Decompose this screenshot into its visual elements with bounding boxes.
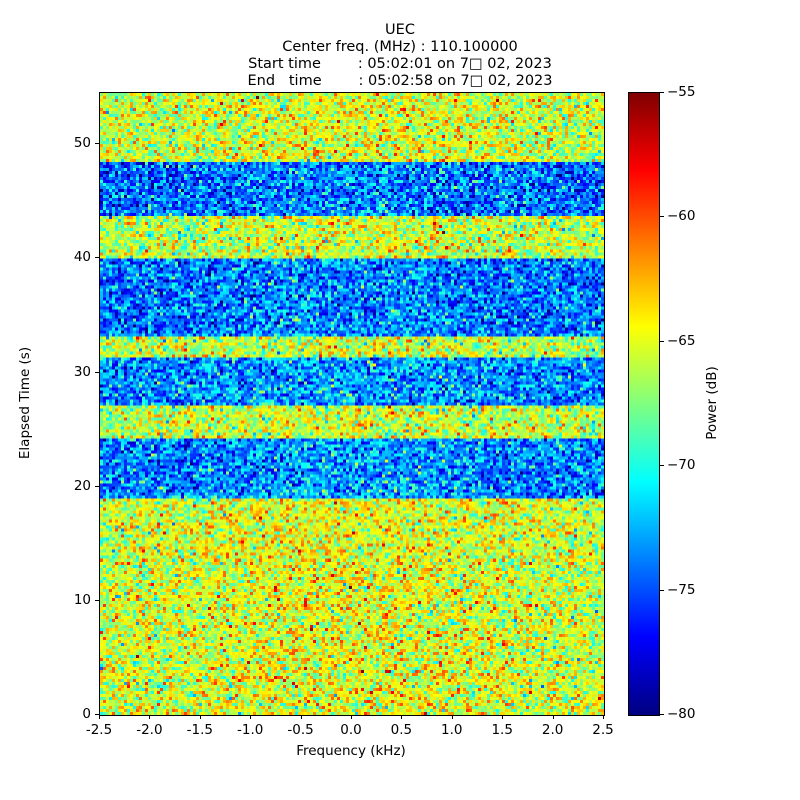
x-tick-label: -2.0 [136,722,163,738]
x-tick-mark [553,715,554,719]
x-tick-label: -2.5 [85,722,113,738]
x-tick-label: 2.0 [541,722,564,738]
x-tick-mark [200,715,201,719]
y-tick-mark [95,372,99,373]
y-tick-label: 30 [73,363,91,380]
y-tick-mark [95,600,99,601]
colorbar-tick-label: −60 [667,208,696,225]
figure-title-block: UEC Center freq. (MHz) : 110.100000 Star… [0,22,800,90]
colorbar-tick-label: −55 [667,84,696,100]
colorbar-tick-mark [660,341,664,342]
x-tick-mark [99,715,100,719]
x-tick-mark [401,715,402,719]
x-tick-label: 0.5 [390,722,413,738]
colorbar-tick-mark [660,590,664,591]
x-tick-mark [452,715,453,719]
y-tick-label: 50 [73,135,91,152]
colorbar-tick-mark [660,92,664,93]
colorbar [628,92,660,716]
y-tick-mark [95,257,99,258]
colorbar-tick-label: −80 [667,706,696,722]
colorbar-tick-mark [660,465,664,466]
y-tick-label: 20 [73,477,91,494]
colorbar-gradient [629,93,659,715]
y-tick-label: 40 [73,249,91,266]
y-tick-mark [95,486,99,487]
x-tick-mark [250,715,251,719]
title-line-station: UEC [385,22,415,38]
title-line-start-time: Start time : 05:02:01 on 7□ 02, 2023 [248,56,552,72]
x-tick-mark [149,715,150,719]
title-line-end-time: End time : 05:02:58 on 7□ 02, 2023 [247,73,553,89]
spectrogram-heatmap [100,93,604,715]
x-tick-mark [301,715,302,719]
x-tick-label: -1.5 [186,722,213,738]
x-tick-label: -1.0 [237,722,264,738]
colorbar-tick-label: −70 [667,457,696,474]
x-tick-mark [502,715,503,719]
colorbar-tick-label: −65 [667,332,696,349]
x-tick-label: 2.5 [592,722,614,738]
colorbar-tick-mark [660,216,664,217]
colorbar-label: Power (dB) [704,366,720,440]
y-tick-mark [95,143,99,144]
colorbar-tick-mark [660,714,664,715]
y-tick-label: 10 [73,591,91,608]
x-tick-label: 1.5 [491,722,513,738]
x-tick-label: 0.0 [340,722,362,738]
x-axis-label: Frequency (kHz) [296,743,406,759]
y-tick-label: 0 [82,706,91,722]
y-tick-mark [95,714,99,715]
x-tick-mark [351,715,352,719]
x-tick-mark [603,715,604,719]
x-tick-label: -0.5 [287,722,314,738]
x-tick-label: 1.0 [441,722,463,738]
colorbar-tick-label: −75 [667,581,696,598]
y-axis-label: Elapsed Time (s) [17,346,33,460]
title-line-center-freq: Center freq. (MHz) : 110.100000 [282,39,518,55]
spectrogram-plot-area [99,92,605,716]
